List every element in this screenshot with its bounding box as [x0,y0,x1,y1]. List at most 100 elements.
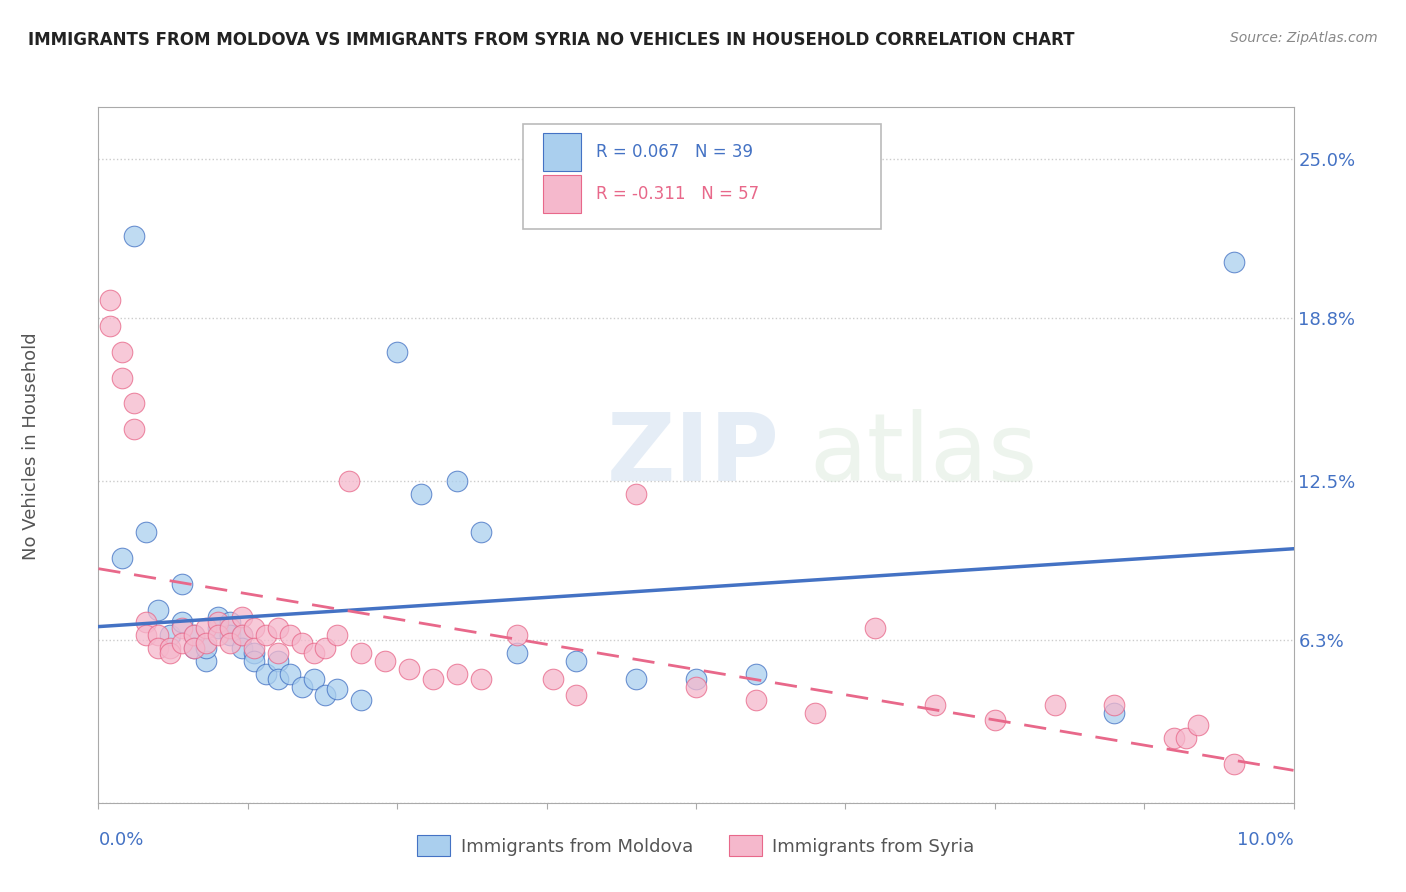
Text: ZIP: ZIP [606,409,779,501]
Point [135,615,157,630]
Point [243,654,266,668]
Point [194,654,218,668]
FancyBboxPatch shape [523,124,882,229]
Point [326,628,349,642]
Point [231,641,253,656]
Point [243,621,266,635]
Point [1104,698,1126,712]
Point [159,646,181,660]
Point [219,628,242,642]
Point [231,628,253,642]
Point [1175,731,1198,746]
Point [111,344,134,359]
Point [924,698,946,712]
Point [506,628,529,642]
Point [135,525,157,540]
Point [183,628,205,642]
Point [685,680,707,694]
Point [98,319,122,334]
Point [339,474,360,488]
Point [804,706,827,720]
Point [172,636,194,650]
Point [983,714,1005,728]
Bar [543,175,581,213]
Point [159,641,181,656]
Point [506,646,529,660]
Point [315,641,337,656]
Point [111,551,134,566]
Point [1187,718,1209,732]
Point [159,628,181,642]
Text: R = 0.067   N = 39: R = 0.067 N = 39 [596,144,752,161]
Point [148,641,170,656]
Point [219,636,242,650]
Point [350,646,373,660]
Point [470,672,492,686]
Point [124,228,146,243]
Text: No Vehicles in Household: No Vehicles in Household [22,332,39,560]
Point [98,293,122,308]
Text: 0.0%: 0.0% [98,830,143,848]
Point [278,667,301,681]
Point [290,636,312,650]
Point [374,654,396,668]
Point [267,672,290,686]
Point [194,621,218,635]
Bar [543,133,581,171]
Point [267,646,290,660]
Point [267,621,290,635]
Point [865,621,887,635]
Legend: Immigrants from Moldova, Immigrants from Syria: Immigrants from Moldova, Immigrants from… [411,828,981,863]
Point [219,615,242,630]
Point [207,615,229,630]
Point [1223,757,1246,772]
Point [267,654,290,668]
Point [183,641,205,656]
Point [1163,731,1185,746]
Text: IMMIGRANTS FROM MOLDOVA VS IMMIGRANTS FROM SYRIA NO VEHICLES IN HOUSEHOLD CORREL: IMMIGRANTS FROM MOLDOVA VS IMMIGRANTS FR… [28,31,1074,49]
Point [183,628,205,642]
Point [745,692,768,706]
Point [302,672,325,686]
Point [135,628,157,642]
Point [1223,254,1246,268]
Point [422,672,444,686]
Point [315,688,337,702]
Point [302,646,325,660]
Point [254,628,277,642]
Point [172,615,194,630]
Point [624,486,647,500]
Point [231,628,253,642]
Point [326,682,349,697]
Point [278,628,301,642]
Point [541,672,564,686]
Point [254,667,277,681]
Point [565,654,588,668]
Text: Source: ZipAtlas.com: Source: ZipAtlas.com [1230,31,1378,45]
Point [446,474,468,488]
Point [124,422,146,436]
Point [207,628,229,642]
Text: 10.0%: 10.0% [1237,830,1294,848]
Point [290,680,312,694]
Point [231,610,253,624]
Point [148,628,170,642]
Point [194,641,218,656]
Point [385,344,409,359]
Point [243,641,266,656]
Point [350,692,373,706]
Point [111,370,134,384]
Text: atlas: atlas [810,409,1038,501]
Point [183,641,205,656]
Point [207,621,229,635]
Point [194,636,218,650]
Point [219,621,242,635]
Point [243,646,266,660]
Point [172,576,194,591]
Point [470,525,492,540]
Point [207,610,229,624]
Point [172,621,194,635]
Point [1104,706,1126,720]
Point [624,672,647,686]
Text: R = -0.311   N = 57: R = -0.311 N = 57 [596,185,759,203]
